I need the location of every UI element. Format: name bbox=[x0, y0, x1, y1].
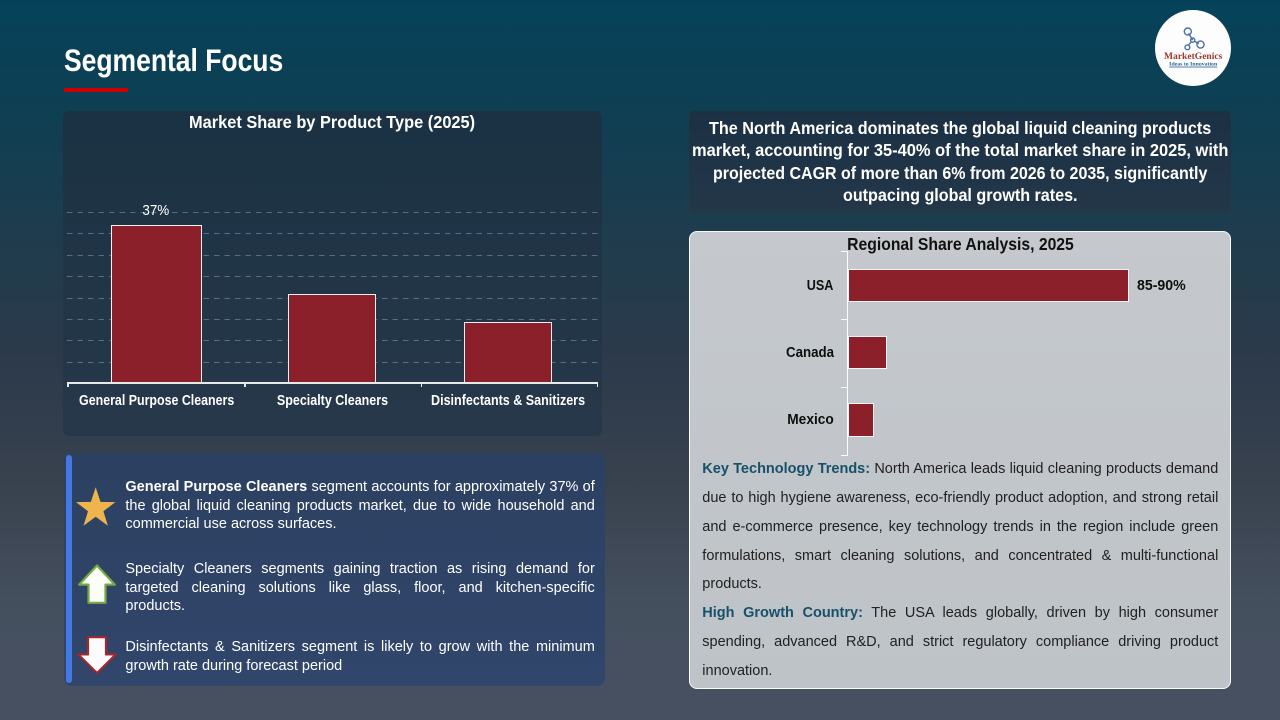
svg-text:Ideas to Innovation: Ideas to Innovation bbox=[1169, 62, 1217, 68]
svg-text:MarketGenics: MarketGenics bbox=[1164, 51, 1222, 62]
